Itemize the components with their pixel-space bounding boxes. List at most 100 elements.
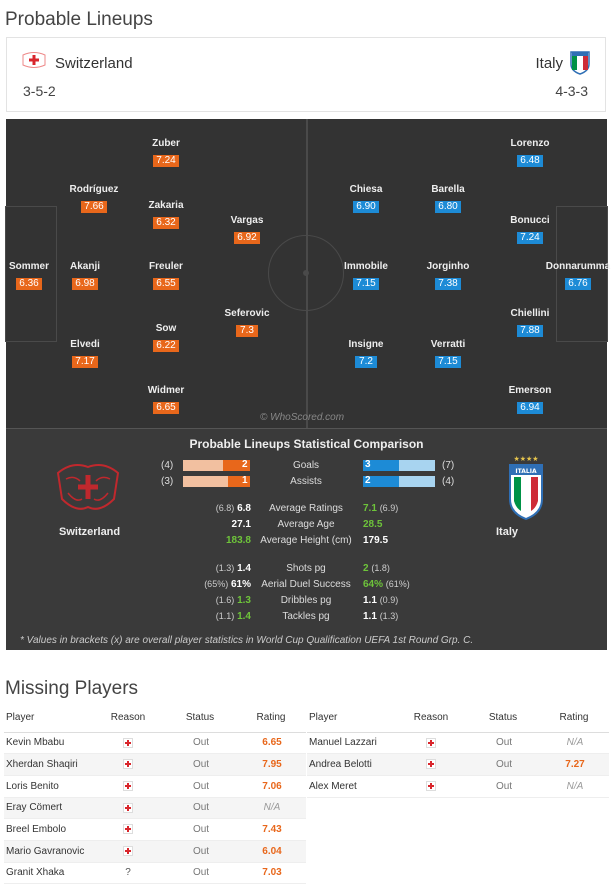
- injury-icon: [426, 737, 436, 748]
- status-cell: Out: [164, 753, 236, 776]
- player-name[interactable]: Mario Gavranovic: [4, 840, 92, 863]
- stat-label: Average Height (cm): [260, 535, 352, 546]
- switzerland-emblem-icon: [56, 464, 120, 510]
- home-player[interactable]: Sommer 6.36: [8, 261, 49, 290]
- switzerland-flag-icon: [22, 52, 46, 68]
- away-player[interactable]: Chiellini 7.88: [510, 308, 550, 337]
- home-player[interactable]: Akanji 6.98: [69, 261, 100, 290]
- status-cell: Out: [164, 840, 236, 863]
- lineups-title: Probable Lineups: [5, 9, 153, 30]
- missing-player-row[interactable]: Mario Gavranovic Out 6.04: [4, 840, 306, 863]
- player-name[interactable]: Breel Embolo: [4, 818, 92, 841]
- reason-cell: [92, 775, 164, 798]
- stat-away-value: 179.5: [363, 535, 389, 546]
- player-name[interactable]: Kevin Mbabu: [4, 732, 92, 755]
- missing-player-row[interactable]: Loris Benito Out 7.06: [4, 775, 306, 798]
- svg-text:★★★★: ★★★★: [513, 455, 538, 463]
- assists-home-bracket: (3): [161, 476, 174, 487]
- stat-away-value: 1.1 (0.9): [363, 595, 399, 606]
- stat-away-value: 28.5: [363, 519, 383, 530]
- col-reason: Reason: [395, 704, 467, 733]
- stat-label: Average Ratings: [269, 503, 343, 514]
- player-name[interactable]: Alex Meret: [307, 775, 395, 798]
- stat-label: Aerial Duel Success: [261, 579, 351, 590]
- home-player[interactable]: Rodríguez 7.66: [69, 184, 119, 213]
- center-circle: [268, 235, 344, 311]
- missing-player-row[interactable]: Eray Cömert Out N/A: [4, 797, 306, 820]
- home-player[interactable]: Freuler 6.55: [149, 261, 183, 290]
- player-name[interactable]: Xherdan Shaqiri: [4, 753, 92, 776]
- pitch: Zuber 7.24 Rodríguez 7.66 Zakaria 6.32 Varg…: [5, 119, 610, 428]
- home-player[interactable]: Vargas 6.92: [230, 215, 264, 244]
- reason-cell: [395, 732, 467, 755]
- away-player[interactable]: Donnarumma 6.76: [545, 261, 611, 290]
- reason-cell: [92, 732, 164, 755]
- missing-player-row[interactable]: Manuel Lazzari Out N/A: [307, 732, 609, 755]
- italy-emblem-icon: ★★★★ ITALIA: [509, 455, 543, 521]
- home-player[interactable]: Zakaria 6.32: [148, 200, 184, 229]
- away-formation: 4-3-3: [555, 83, 588, 99]
- col-rating: Rating: [539, 704, 609, 733]
- stat-label: Shots pg: [286, 563, 326, 574]
- assists-away-fill: [363, 476, 399, 487]
- stat-label: Dribbles pg: [280, 595, 332, 606]
- assists-away-bar: [363, 476, 435, 487]
- comparison-home-team: Switzerland: [59, 526, 121, 538]
- player-name[interactable]: Manuel Lazzari: [307, 732, 395, 755]
- missing-player-row[interactable]: Granit Xhaka? Out 7.03: [4, 862, 306, 885]
- away-player[interactable]: Lorenzo 6.48: [510, 138, 550, 167]
- away-player[interactable]: Verratti 7.15: [430, 339, 466, 368]
- away-player[interactable]: Insigne 7.2: [348, 339, 384, 368]
- stat-home-value: (1.1) 1.4: [215, 611, 251, 622]
- home-player[interactable]: Seferovic 7.3: [224, 308, 270, 337]
- status-cell: Out: [467, 753, 539, 776]
- unknown-reason-icon: ?: [125, 867, 131, 879]
- away-player[interactable]: Immobile 7.15: [344, 261, 388, 290]
- home-player[interactable]: Zuber 7.24: [152, 138, 180, 167]
- stat-home-value: (6.8) 6.8: [215, 503, 251, 514]
- assists-away-bracket: (4): [442, 476, 455, 487]
- missing-player-row[interactable]: Andrea Belotti Out 7.27: [307, 753, 609, 776]
- away-team-name[interactable]: Italy: [535, 55, 563, 72]
- stat-home-value: 183.8: [225, 535, 251, 546]
- injury-icon: [123, 781, 133, 792]
- missing-player-row[interactable]: Xherdan Shaqiri Out 7.95: [4, 753, 306, 776]
- assists-home-bar: [183, 476, 250, 487]
- rating-cell: 7.03: [236, 862, 306, 885]
- away-player[interactable]: Emerson 6.94: [508, 385, 552, 414]
- stat-label: Average Age: [277, 519, 335, 530]
- status-cell: Out: [164, 775, 236, 798]
- injury-icon: [426, 781, 436, 792]
- goals-label: Goals: [292, 460, 320, 471]
- missing-away-table: Player Reason Status Rating Manuel Lazza…: [307, 704, 609, 798]
- missing-title: Missing Players: [5, 678, 139, 699]
- player-name[interactable]: Andrea Belotti: [307, 753, 395, 776]
- injury-icon: [123, 802, 133, 813]
- home-player[interactable]: Sow 6.22: [126, 323, 206, 353]
- player-name[interactable]: Loris Benito: [4, 775, 92, 798]
- svg-text:ITALIA: ITALIA: [515, 468, 537, 475]
- away-player[interactable]: Jorginho 7.38: [426, 261, 470, 290]
- missing-player-row[interactable]: Kevin Mbabu Out 6.65: [4, 732, 306, 755]
- missing-player-row[interactable]: Breel Embolo Out 7.43: [4, 818, 306, 841]
- team-header: Switzerland 3-5-2 Italy 4-3-3: [6, 37, 606, 112]
- player-name[interactable]: Eray Cömert: [4, 797, 92, 820]
- goals-away-bracket: (7): [442, 460, 455, 471]
- player-name[interactable]: Granit Xhaka: [4, 862, 92, 885]
- away-player[interactable]: Bonucci 7.24: [510, 215, 550, 244]
- col-player: Player: [4, 704, 92, 733]
- away-player[interactable]: Chiesa 6.90: [349, 184, 383, 213]
- home-player[interactable]: Widmer 6.65: [147, 385, 185, 414]
- away-player[interactable]: Barella 6.80: [431, 184, 465, 213]
- assists-label: Assists: [290, 476, 322, 487]
- missing-player-row[interactable]: Alex Meret Out N/A: [307, 775, 609, 798]
- injury-icon: [123, 737, 133, 748]
- rating-cell: 6.04: [236, 840, 306, 863]
- injury-icon: [426, 759, 436, 770]
- home-team-name[interactable]: Switzerland: [55, 55, 133, 72]
- missing-home-body: Kevin Mbabu Out 6.65 Xherdan Shaqiri Out 7.95…: [4, 732, 306, 885]
- col-player: Player: [307, 704, 395, 733]
- home-player[interactable]: Elvedi 7.17: [70, 339, 100, 368]
- assists-home-fill: [228, 476, 250, 487]
- comparison-title: Probable Lineups Statistical Comparison: [189, 437, 424, 451]
